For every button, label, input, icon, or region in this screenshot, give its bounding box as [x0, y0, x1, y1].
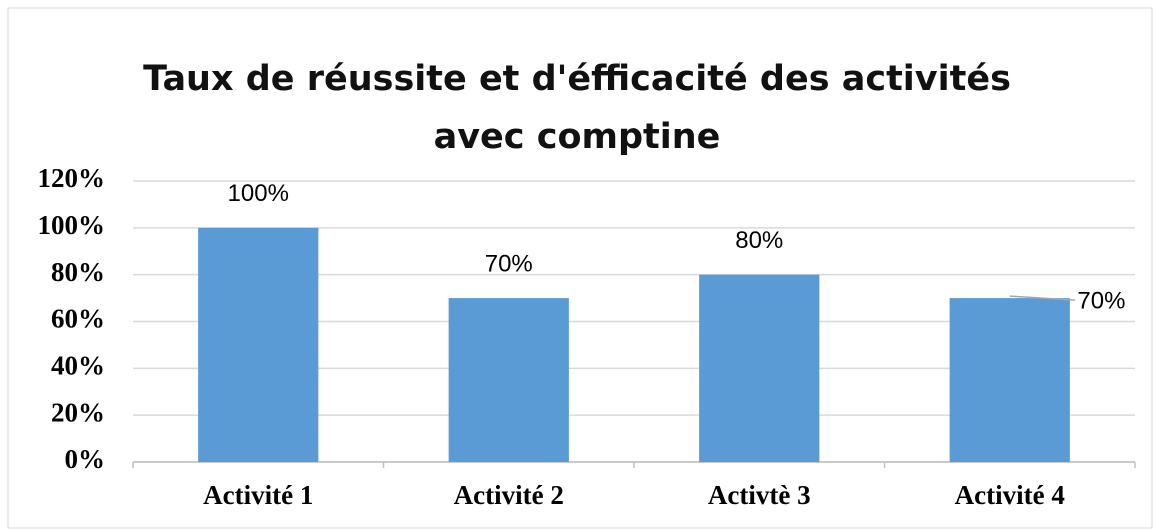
bar [198, 227, 319, 462]
y-tick-label: 40% [51, 351, 105, 381]
y-tick-label: 20% [51, 397, 105, 427]
x-tick-label: Activité 4 [955, 480, 1065, 510]
y-tick-label: 120% [38, 163, 106, 193]
chart-border [7, 7, 1153, 529]
y-tick-label: 0% [65, 444, 106, 474]
y-tick-label: 60% [51, 304, 105, 334]
value-label: 80% [735, 227, 783, 254]
bar [949, 298, 1070, 462]
bar [699, 274, 820, 462]
bar [448, 298, 569, 462]
value-label: 100% [228, 180, 289, 207]
chart-title: Taux de réussite et d'éfficacité des act… [143, 59, 1011, 157]
x-tick-label: Activité 2 [454, 480, 564, 510]
leader-line [1009, 295, 1075, 301]
x-tick-label: Activité 1 [203, 480, 313, 510]
y-tick-label: 100% [38, 210, 106, 240]
value-label: 70% [485, 250, 533, 277]
x-tick-label: Activtè 3 [708, 480, 811, 510]
value-label: 70% [1077, 287, 1125, 314]
y-tick-label: 80% [51, 257, 105, 287]
